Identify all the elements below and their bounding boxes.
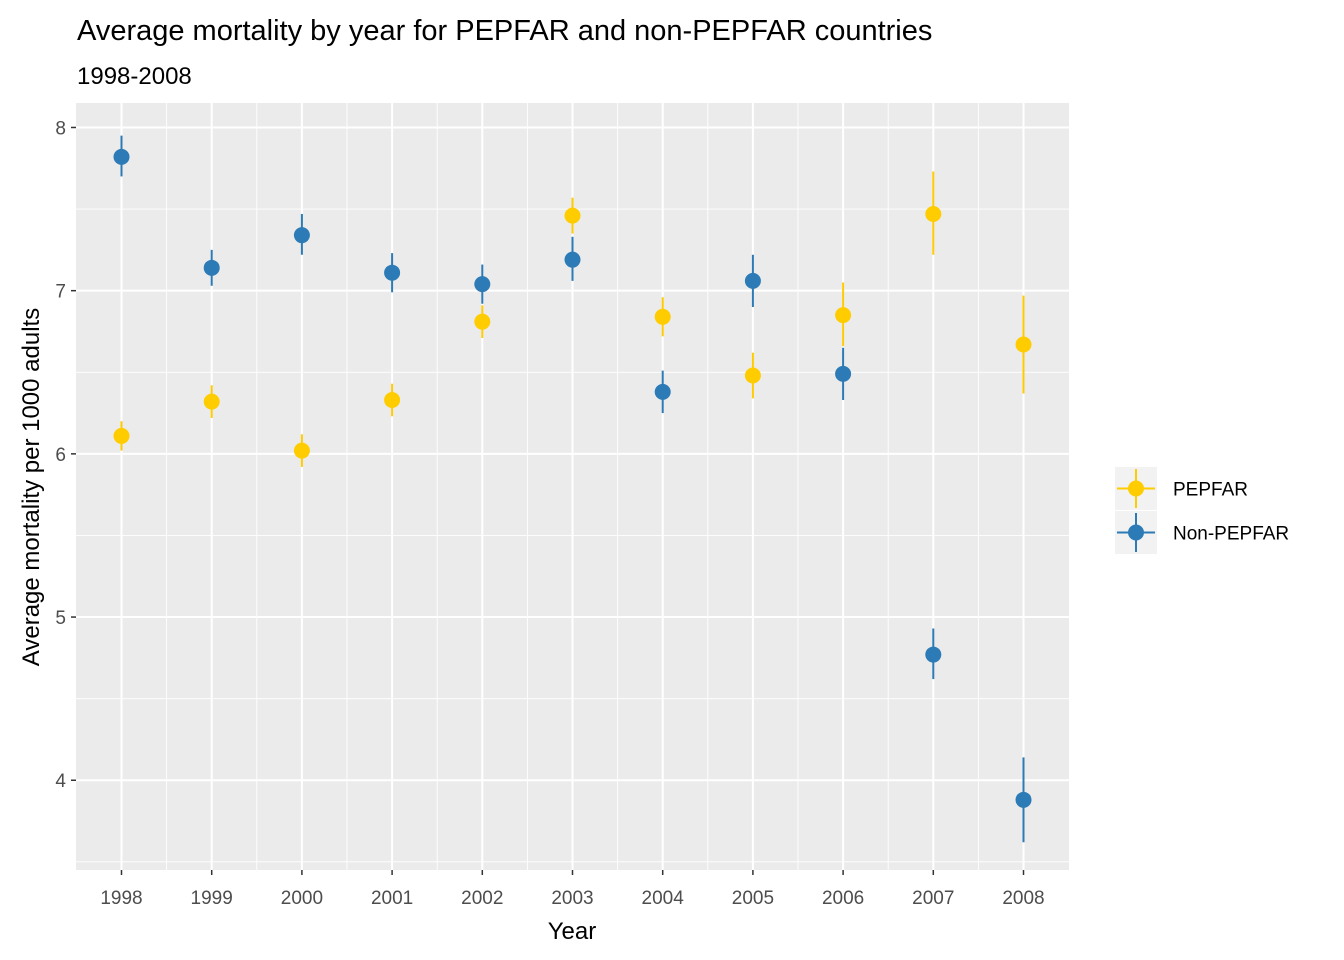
x-tick-label: 2005 <box>732 888 774 909</box>
non-pepfar-point <box>203 259 220 276</box>
x-tick-label: 2004 <box>642 888 685 909</box>
x-tick-label: 1999 <box>191 888 233 909</box>
x-tick-label: 2006 <box>822 888 864 909</box>
x-tick-label: 2000 <box>281 888 323 909</box>
legend: PEPFAR Non-PEPFAR <box>1115 467 1289 554</box>
chart-title: Average mortality by year for PEPFAR and… <box>77 15 932 47</box>
y-axis-title: Average mortality per 1000 adults <box>18 308 45 666</box>
pepfar-point <box>293 442 310 459</box>
pepfar-point <box>1015 336 1032 353</box>
y-tick-label: 4 <box>55 771 66 792</box>
x-tick-label: 2001 <box>371 888 413 909</box>
pepfar-point <box>474 313 491 330</box>
pepfar-point <box>384 392 401 409</box>
y-tick-label: 6 <box>55 445 66 466</box>
non-pepfar-point <box>835 365 852 382</box>
y-tick-label: 8 <box>55 118 66 139</box>
chart-subtitle: 1998-2008 <box>77 63 192 90</box>
grid-lines <box>76 103 1069 870</box>
pepfar-point <box>925 205 942 222</box>
x-tick-label: 1998 <box>100 888 142 909</box>
non-pepfar-point <box>564 251 581 268</box>
pepfar-point <box>564 207 581 224</box>
pepfar-legend-label: PEPFAR <box>1173 480 1248 501</box>
pepfar-point <box>744 367 761 384</box>
non-pepfar-point <box>654 383 671 400</box>
x-tick-label: 2002 <box>461 888 503 909</box>
non-pepfar-point <box>925 646 942 663</box>
axis-ticks: 4 5 6 7 8 1998 1999 2000 2001 2002 2003 2004 2005 200… <box>55 118 1044 909</box>
non-pepfar-point <box>474 276 491 293</box>
non-pepfar-point <box>1015 791 1032 808</box>
x-tick-label: 2007 <box>912 888 954 909</box>
non-pepfar-point <box>293 227 310 244</box>
pepfar-point <box>113 427 130 444</box>
non-pepfar-legend-label: Non-PEPFAR <box>1173 524 1289 545</box>
pepfar-point <box>654 308 671 325</box>
non-pepfar-point <box>384 264 401 281</box>
y-tick-label: 7 <box>55 282 66 303</box>
data-marks <box>113 135 1032 843</box>
y-tick-label: 5 <box>55 608 66 629</box>
non-pepfar-legend-point <box>1128 524 1144 541</box>
x-tick-label: 2008 <box>1002 888 1044 909</box>
non-pepfar-point <box>113 148 130 165</box>
pepfar-point <box>835 307 852 324</box>
non-pepfar-point <box>744 272 761 289</box>
pepfar-point <box>203 393 220 410</box>
x-tick-label: 2003 <box>551 888 593 909</box>
x-axis-title: Year <box>548 918 597 945</box>
pepfar-legend-point <box>1128 480 1144 497</box>
